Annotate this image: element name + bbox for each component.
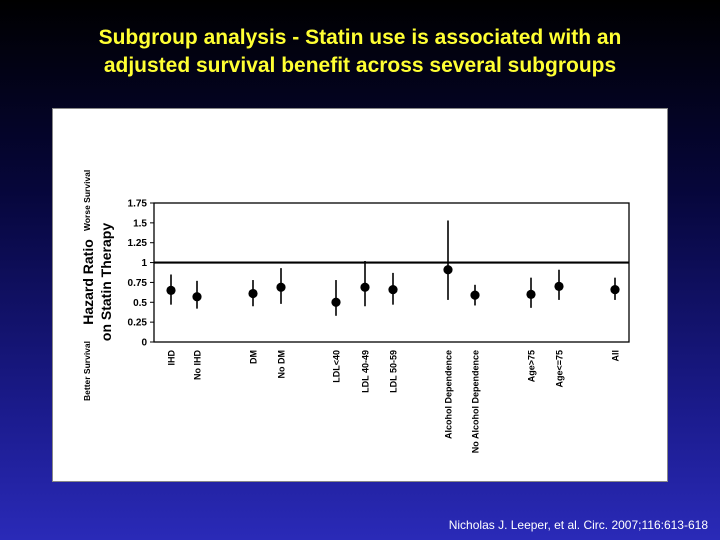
forest-plot: Worse Survival Better Survival Hazard Ra… bbox=[80, 170, 630, 453]
x-category-label: LDL<40 bbox=[332, 350, 342, 383]
point-estimate bbox=[360, 282, 370, 292]
x-category-label: No Alcohol Dependence bbox=[471, 350, 481, 453]
annotation-better-survival: Better Survival bbox=[82, 341, 92, 401]
y-tick-label: 1.5 bbox=[133, 218, 147, 229]
point-estimate bbox=[388, 284, 398, 295]
x-category-label: No IHD bbox=[193, 350, 203, 380]
x-category-label: LDL 50-59 bbox=[389, 350, 399, 393]
y-axis-label-line-1: Hazard Ratio bbox=[80, 239, 96, 325]
slide-title: Subgroup analysis - Statin use is associ… bbox=[0, 24, 720, 80]
x-category-label: No DM bbox=[277, 350, 287, 379]
citation: Nicholas J. Leeper, et al. Circ. 2007;11… bbox=[448, 518, 708, 532]
slide-title-line-1: Subgroup analysis - Statin use is associ… bbox=[98, 26, 622, 49]
plot-frame bbox=[153, 202, 630, 343]
point-estimate bbox=[166, 285, 176, 295]
point-estimate bbox=[443, 265, 453, 275]
x-category-label: DM bbox=[249, 350, 259, 364]
y-tick-label: 1.75 bbox=[128, 199, 148, 210]
point-estimate bbox=[610, 284, 620, 295]
y-tick-label: 1 bbox=[141, 258, 147, 269]
y-tick-label: 0.75 bbox=[128, 278, 148, 289]
y-tick-label: 0.25 bbox=[128, 318, 148, 329]
point-estimate bbox=[526, 289, 536, 299]
y-tick-label: 0.5 bbox=[133, 298, 147, 309]
x-category-label: All bbox=[611, 350, 621, 362]
x-category-label: Alcohol Dependence bbox=[444, 350, 454, 439]
annotation-worse-survival: Worse Survival bbox=[82, 170, 92, 231]
chart-panel: Worse Survival Better Survival Hazard Ra… bbox=[52, 108, 668, 482]
y-axis-label-line-2: on Statin Therapy bbox=[98, 223, 114, 341]
x-category-label: Age>75 bbox=[527, 350, 537, 382]
x-category-label: LDL 40-49 bbox=[361, 350, 371, 393]
point-estimate bbox=[470, 290, 480, 300]
point-estimate bbox=[554, 281, 564, 291]
x-category-label: Age<=75 bbox=[555, 350, 565, 388]
slide-title-line-2: adjusted survival benefit across several… bbox=[103, 54, 617, 77]
point-estimate bbox=[248, 288, 258, 299]
point-estimate bbox=[276, 282, 286, 292]
point-estimate bbox=[331, 297, 341, 307]
x-category-label: IHD bbox=[167, 350, 177, 366]
y-tick-label: 0 bbox=[141, 338, 147, 349]
y-tick-label: 1.25 bbox=[128, 238, 148, 249]
point-estimate bbox=[192, 292, 202, 302]
